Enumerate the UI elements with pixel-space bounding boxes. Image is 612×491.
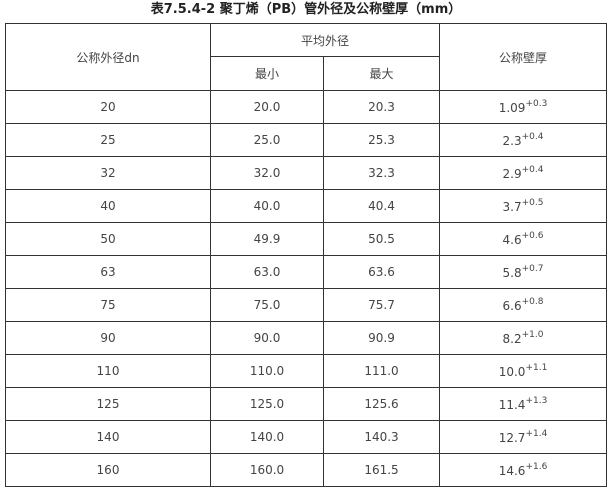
cell-min: 75.0 <box>210 288 324 322</box>
header-min: 最小 <box>210 56 324 91</box>
cell-wall: 10.0+1.1 <box>439 354 608 388</box>
table-row: 75 75.0 75.7 6.6+0.8 <box>5 288 608 322</box>
wall-tolerance: +1.0 <box>521 330 544 340</box>
cell-dn: 140 <box>5 420 211 454</box>
cell-min: 140.0 <box>210 420 324 454</box>
cell-wall: 14.6+1.6 <box>439 453 608 487</box>
cell-min: 25.0 <box>210 123 324 157</box>
cell-dn: 50 <box>5 222 211 256</box>
table-row: 40 40.0 40.4 3.7+0.5 <box>5 189 608 223</box>
wall-value: 4.6 <box>502 233 522 247</box>
cell-wall: 1.09+0.3 <box>439 90 608 124</box>
wall-tolerance: +0.8 <box>521 297 544 307</box>
cell-max: 90.9 <box>322 321 441 355</box>
cell-min: 125.0 <box>210 387 324 421</box>
table-row: 32 32.0 32.3 2.9+0.4 <box>5 156 608 190</box>
wall-tolerance: +0.5 <box>521 198 544 208</box>
wall-tolerance: +0.4 <box>521 165 544 175</box>
cell-max: 111.0 <box>322 354 441 388</box>
table-title: 表7.5.4-2 聚丁烯（PB）管外径及公称壁厚（mm） <box>150 2 462 17</box>
cell-min: 63.0 <box>210 255 324 289</box>
cell-dn: 160 <box>5 453 211 487</box>
cell-max: 20.3 <box>322 90 441 124</box>
cell-wall: 4.6+0.6 <box>439 222 608 256</box>
cell-min: 49.9 <box>210 222 324 256</box>
wall-value: 3.7 <box>502 200 522 214</box>
table-row: 140 140.0 140.3 12.7+1.4 <box>5 420 608 454</box>
table-row: 110 110.0 111.0 10.0+1.1 <box>5 354 608 388</box>
wall-tolerance: +0.4 <box>521 132 544 142</box>
cell-wall: 11.4+1.3 <box>439 387 608 421</box>
wall-tolerance: +1.4 <box>525 429 548 439</box>
cell-dn: 40 <box>5 189 211 223</box>
table-row: 63 63.0 63.6 5.8+0.7 <box>5 255 608 289</box>
cell-max: 40.4 <box>322 189 441 223</box>
cell-min: 40.0 <box>210 189 324 223</box>
cell-max: 125.6 <box>322 387 441 421</box>
cell-max: 75.7 <box>322 288 441 322</box>
header-dn: 公称外径dn <box>5 23 211 91</box>
cell-dn: 90 <box>5 321 211 355</box>
header-max: 最大 <box>322 56 441 91</box>
cell-max: 140.3 <box>322 420 441 454</box>
table-row: 20 20.0 20.3 1.09+0.3 <box>5 90 608 124</box>
cell-min: 20.0 <box>210 90 324 124</box>
cell-wall: 2.3+0.4 <box>439 123 608 157</box>
table-row: 90 90.0 90.9 8.2+1.0 <box>5 321 608 355</box>
wall-tolerance: +0.6 <box>521 231 544 241</box>
wall-value: 8.2 <box>502 332 522 346</box>
cell-dn: 75 <box>5 288 211 322</box>
wall-value: 6.6 <box>502 299 522 313</box>
cell-wall: 6.6+0.8 <box>439 288 608 322</box>
cell-min: 110.0 <box>210 354 324 388</box>
cell-wall: 5.8+0.7 <box>439 255 608 289</box>
cell-min: 90.0 <box>210 321 324 355</box>
wall-tolerance: +1.6 <box>525 462 548 472</box>
pb-pipe-table: 公称外径dn 平均外径 公称壁厚 最小 最大 20 20.0 20.3 1.09+0.… <box>5 23 608 487</box>
cell-dn: 110 <box>5 354 211 388</box>
wall-tolerance: +0.3 <box>525 99 548 109</box>
table-row: 25 25.0 25.3 2.3+0.4 <box>5 123 608 157</box>
wall-value: 5.8 <box>502 266 522 280</box>
cell-dn: 20 <box>5 90 211 124</box>
cell-wall: 2.9+0.4 <box>439 156 608 190</box>
cell-dn: 32 <box>5 156 211 190</box>
cell-dn: 63 <box>5 255 211 289</box>
cell-max: 32.3 <box>322 156 441 190</box>
table-row: 160 160.0 161.5 14.6+1.6 <box>5 453 608 487</box>
wall-value: 14.6 <box>498 464 526 478</box>
cell-max: 63.6 <box>322 255 441 289</box>
table-row: 125 125.0 125.6 11.4+1.3 <box>5 387 608 421</box>
wall-tolerance: +0.7 <box>521 264 544 274</box>
wall-value: 2.9 <box>502 167 522 181</box>
cell-max: 50.5 <box>322 222 441 256</box>
cell-max: 161.5 <box>322 453 441 487</box>
header-avg-od: 平均外径 <box>209 23 441 57</box>
cell-min: 32.0 <box>210 156 324 190</box>
cell-dn: 25 <box>5 123 211 157</box>
cell-wall: 8.2+1.0 <box>439 321 608 355</box>
wall-tolerance: +1.1 <box>525 363 548 373</box>
wall-tolerance: +1.3 <box>525 396 548 406</box>
wall-value: 12.7 <box>498 431 526 445</box>
wall-value: 1.09 <box>498 101 526 115</box>
cell-dn: 125 <box>5 387 211 421</box>
header-wall: 公称壁厚 <box>439 23 608 91</box>
wall-value: 11.4 <box>498 398 526 412</box>
wall-value: 10.0 <box>498 365 526 379</box>
cell-max: 25.3 <box>322 123 441 157</box>
cell-min: 160.0 <box>210 453 324 487</box>
cell-wall: 3.7+0.5 <box>439 189 608 223</box>
cell-wall: 12.7+1.4 <box>439 420 608 454</box>
table-row: 50 49.9 50.5 4.6+0.6 <box>5 222 608 256</box>
wall-value: 2.3 <box>502 134 522 148</box>
